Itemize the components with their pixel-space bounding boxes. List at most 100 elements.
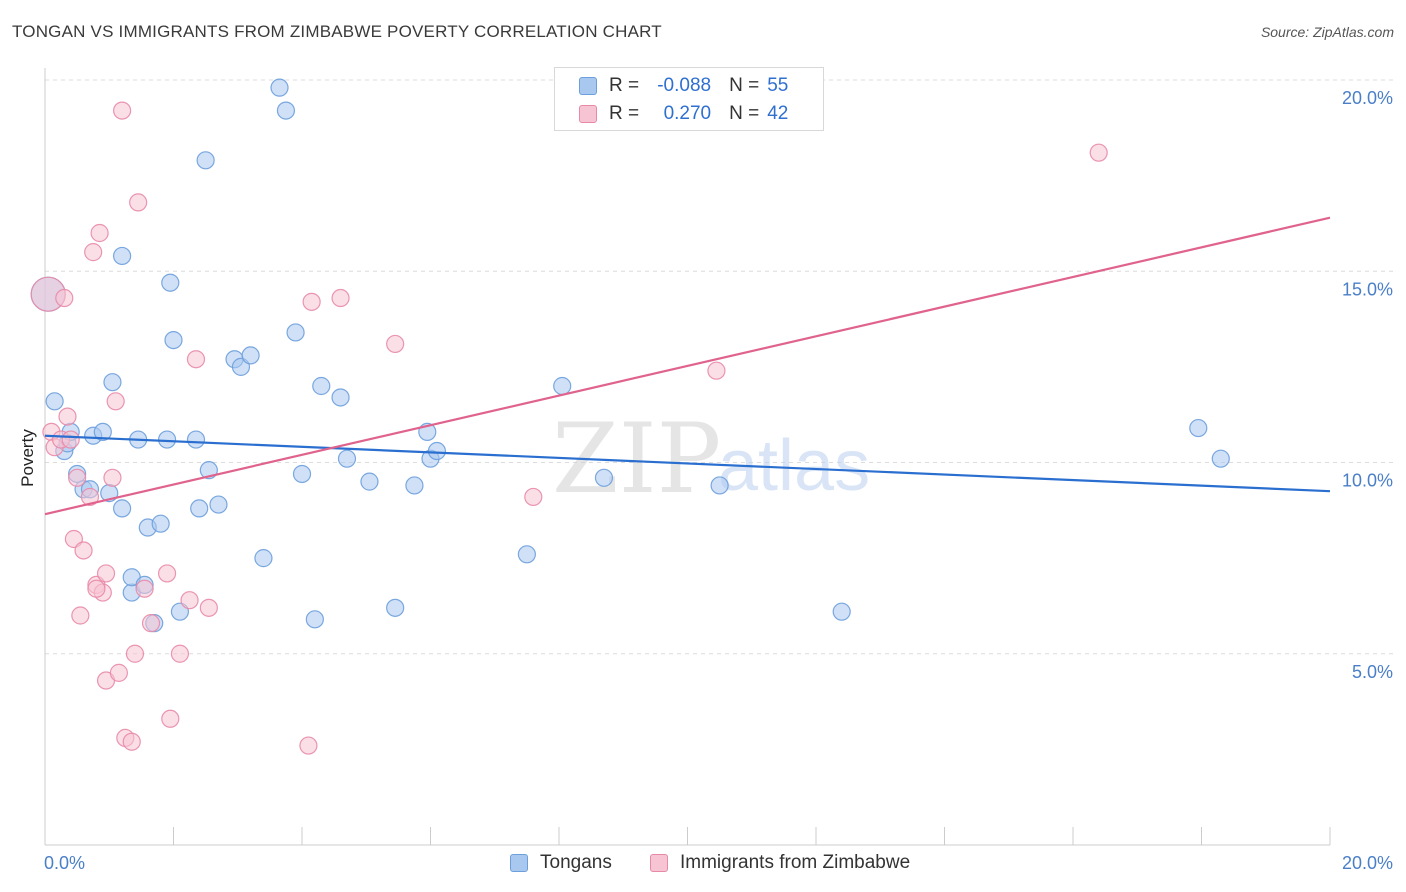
legend-row-zimbabwe: R = 0.270 N = 42 xyxy=(579,102,788,126)
point-tongans xyxy=(151,514,170,533)
point-zimbabwe xyxy=(331,288,350,308)
point-tongans xyxy=(710,476,729,495)
axes xyxy=(44,68,1331,846)
point-zimbabwe xyxy=(170,644,190,663)
point-zimbabwe xyxy=(161,709,180,728)
trend-lines xyxy=(44,216,1331,516)
point-zimbabwe xyxy=(71,606,90,625)
point-zimbabwe xyxy=(299,736,318,755)
point-tongans xyxy=(286,323,305,342)
point-zimbabwe xyxy=(106,392,125,411)
x-tick-label: 0.0% xyxy=(44,853,85,873)
point-zimbabwe xyxy=(96,564,116,583)
legend-n-value: 42 xyxy=(767,103,789,124)
point-tongans xyxy=(196,151,215,170)
point-tongans xyxy=(186,430,206,449)
legend-label-tongans: Tongans xyxy=(540,852,612,873)
point-tongans xyxy=(386,598,405,617)
point-zimbabwe xyxy=(112,101,132,120)
legend-r-label: R = xyxy=(609,75,640,96)
point-tongans xyxy=(241,346,260,365)
legend-r-label: R = xyxy=(609,103,640,124)
point-zimbabwe xyxy=(84,243,103,262)
point-zimbabwe xyxy=(90,223,109,243)
legend-swatch-tongans xyxy=(510,854,528,872)
point-zimbabwe xyxy=(129,193,148,212)
legend-n-value: 55 xyxy=(767,75,789,96)
point-tongans xyxy=(209,495,228,514)
legend-r-value: 0.270 xyxy=(663,103,712,124)
point-zimbabwe xyxy=(180,591,199,610)
point-tongans xyxy=(832,602,851,621)
point-tongans xyxy=(270,78,289,97)
trend-line-zimbabwe xyxy=(44,216,1331,516)
legend-swatch-zimbabwe xyxy=(650,854,668,872)
point-zimbabwe xyxy=(707,361,726,380)
legend-swatch-tongans xyxy=(579,77,597,95)
point-tongans xyxy=(276,101,296,120)
source-label: Source: ZipAtlas.com xyxy=(1260,24,1394,40)
watermark: ZIP atlas xyxy=(552,403,870,515)
point-zimbabwe xyxy=(103,468,122,487)
point-tongans xyxy=(112,246,132,266)
point-zimbabwe xyxy=(125,644,145,663)
point-tongans xyxy=(553,376,572,396)
legend-item-zimbabwe[interactable]: Immigrants from Zimbabwe xyxy=(650,852,910,874)
point-tongans xyxy=(312,376,331,396)
legend-n-label: N = xyxy=(729,75,760,96)
point-zimbabwe xyxy=(186,350,206,369)
point-tongans xyxy=(254,549,273,568)
point-tongans xyxy=(331,388,350,407)
point-zimbabwe xyxy=(386,334,405,354)
point-tongans xyxy=(161,273,180,292)
point-tongans xyxy=(190,499,209,518)
point-tongans xyxy=(517,545,536,564)
point-tongans xyxy=(594,468,614,487)
point-zimbabwe xyxy=(109,663,128,682)
point-tongans xyxy=(337,449,357,468)
tick-labels: 5.0% 10.0% 15.0% 20.0% 0.0% 20.0% Poverty xyxy=(18,88,1393,873)
series-tongans-points xyxy=(30,78,1230,633)
point-tongans xyxy=(1211,449,1230,468)
series-legend: Tongans Immigrants from Zimbabwe xyxy=(0,852,1406,878)
point-tongans xyxy=(45,392,64,411)
point-tongans xyxy=(93,422,112,441)
point-zimbabwe xyxy=(87,579,106,598)
point-zimbabwe xyxy=(1089,143,1108,162)
point-zimbabwe xyxy=(199,598,218,617)
x-tick-label: 20.0% xyxy=(1342,853,1393,873)
point-tongans xyxy=(157,430,177,449)
legend-label-zimbabwe: Immigrants from Zimbabwe xyxy=(680,852,911,873)
point-zimbabwe xyxy=(80,487,100,507)
point-zimbabwe xyxy=(122,732,141,751)
point-zimbabwe xyxy=(302,292,321,311)
point-tongans xyxy=(305,610,324,629)
point-zimbabwe xyxy=(74,541,93,560)
point-tongans xyxy=(112,499,132,518)
point-zimbabwe xyxy=(141,614,161,633)
legend-n-label: N = xyxy=(729,103,760,124)
legend-swatch-zimbabwe xyxy=(579,105,597,123)
point-zimbabwe xyxy=(157,564,177,583)
trend-line-tongans xyxy=(44,434,1331,493)
legend-r-value: -0.088 xyxy=(657,75,712,96)
y-tick-label: 10.0% xyxy=(1342,471,1393,491)
point-zimbabwe xyxy=(68,468,87,487)
point-tongans xyxy=(1189,418,1208,438)
point-zimbabwe xyxy=(61,430,80,449)
series-zimbabwe-points xyxy=(30,101,1108,755)
chart-title: TONGAN VS IMMIGRANTS FROM ZIMBABWE POVER… xyxy=(12,22,662,41)
point-tongans xyxy=(103,373,122,392)
y-tick-label: 5.0% xyxy=(1352,662,1393,682)
point-tongans xyxy=(360,472,379,491)
legend-row-tongans: R = -0.088 N = 55 xyxy=(579,74,788,98)
point-tongans xyxy=(405,476,424,495)
point-zimbabwe xyxy=(58,407,77,426)
point-zimbabwe xyxy=(135,579,154,598)
legend-item-tongans[interactable]: Tongans xyxy=(510,852,612,874)
point-tongans xyxy=(164,331,183,350)
stats-legend: R = -0.088 N = 55 R = 0.270 N = 42 xyxy=(554,67,824,131)
y-axis-label: Poverty xyxy=(18,429,37,487)
point-zimbabwe xyxy=(55,288,74,308)
